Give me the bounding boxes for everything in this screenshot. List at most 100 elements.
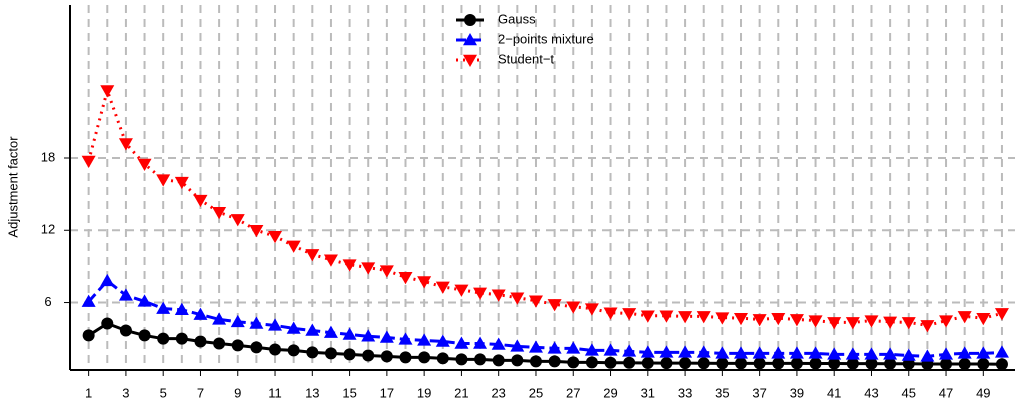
marker [100, 85, 115, 98]
marker [734, 346, 749, 359]
marker [174, 176, 189, 190]
marker [772, 357, 785, 370]
marker [268, 231, 283, 244]
marker [716, 357, 729, 370]
marker [100, 273, 115, 287]
x-tick-label: 9 [234, 385, 241, 400]
marker [193, 194, 208, 208]
marker [361, 329, 376, 342]
x-tick-label: 25 [529, 385, 543, 400]
marker [156, 301, 171, 314]
marker [474, 353, 487, 366]
legend-label: Student−t [498, 51, 554, 66]
marker [678, 311, 693, 324]
marker [864, 347, 879, 360]
y-axis-label: Adjustment factor [5, 136, 20, 238]
marker [269, 343, 282, 356]
x-tick-label: 27 [566, 385, 580, 400]
marker [81, 294, 96, 307]
y-tick-label: 6 [44, 294, 51, 309]
marker [584, 343, 599, 356]
x-tick-label: 1 [85, 385, 92, 400]
marker [547, 341, 562, 354]
x-tick-label: 17 [380, 385, 394, 400]
marker [455, 353, 468, 366]
marker [939, 347, 954, 360]
y-tick-label: 12 [41, 222, 55, 237]
marker [342, 327, 357, 340]
marker [735, 357, 748, 370]
marker [193, 307, 208, 320]
marker [845, 317, 860, 330]
marker [101, 317, 114, 330]
marker [679, 357, 692, 370]
x-tick-label: 41 [827, 385, 841, 400]
x-tick-label: 23 [491, 385, 505, 400]
marker [641, 357, 654, 370]
marker [361, 262, 376, 275]
marker [696, 311, 711, 324]
marker [566, 341, 581, 354]
marker [789, 314, 804, 327]
marker [566, 301, 581, 314]
marker [865, 357, 878, 370]
x-tick-label: 45 [902, 385, 916, 400]
marker [603, 343, 618, 356]
series-line [87, 85, 1003, 327]
x-tick-label: 3 [122, 385, 129, 400]
marker [286, 240, 301, 253]
marker [846, 357, 859, 370]
marker [250, 341, 263, 354]
marker [362, 349, 375, 362]
x-tick-label: 29 [603, 385, 617, 400]
x-tick-label: 13 [305, 385, 319, 400]
marker [528, 340, 543, 353]
marker [828, 357, 841, 370]
marker [306, 346, 319, 359]
marker [678, 345, 693, 358]
marker [268, 318, 283, 331]
marker [585, 356, 598, 369]
marker [249, 316, 264, 329]
marker [809, 357, 822, 370]
marker [175, 332, 188, 345]
marker [379, 265, 394, 278]
legend-label: Gauss [498, 11, 536, 26]
marker [883, 316, 898, 329]
marker [640, 345, 655, 358]
x-tick-label: 35 [715, 385, 729, 400]
marker [305, 249, 320, 262]
x-tick-label: 7 [197, 385, 204, 400]
marker [640, 310, 655, 323]
marker [920, 320, 935, 333]
marker [827, 317, 842, 330]
marker [435, 281, 450, 294]
marker [82, 329, 95, 342]
marker [157, 332, 170, 345]
marker [529, 355, 542, 368]
marker [323, 325, 338, 338]
marker [436, 352, 449, 365]
marker [957, 311, 972, 324]
marker [418, 351, 431, 364]
marker [286, 321, 301, 334]
marker [957, 346, 972, 359]
marker [230, 214, 245, 227]
series-line [87, 321, 1002, 366]
marker [977, 357, 990, 370]
x-tick-label: 21 [454, 385, 468, 400]
marker [491, 289, 506, 302]
marker [771, 346, 786, 359]
marker [81, 155, 96, 168]
marker [212, 312, 227, 325]
x-tick-label: 47 [939, 385, 953, 400]
marker [510, 339, 525, 352]
marker [715, 312, 730, 325]
marker [510, 292, 525, 305]
marker [463, 33, 477, 46]
marker [808, 315, 823, 328]
marker [230, 314, 245, 328]
marker [622, 344, 637, 357]
marker [790, 357, 803, 370]
